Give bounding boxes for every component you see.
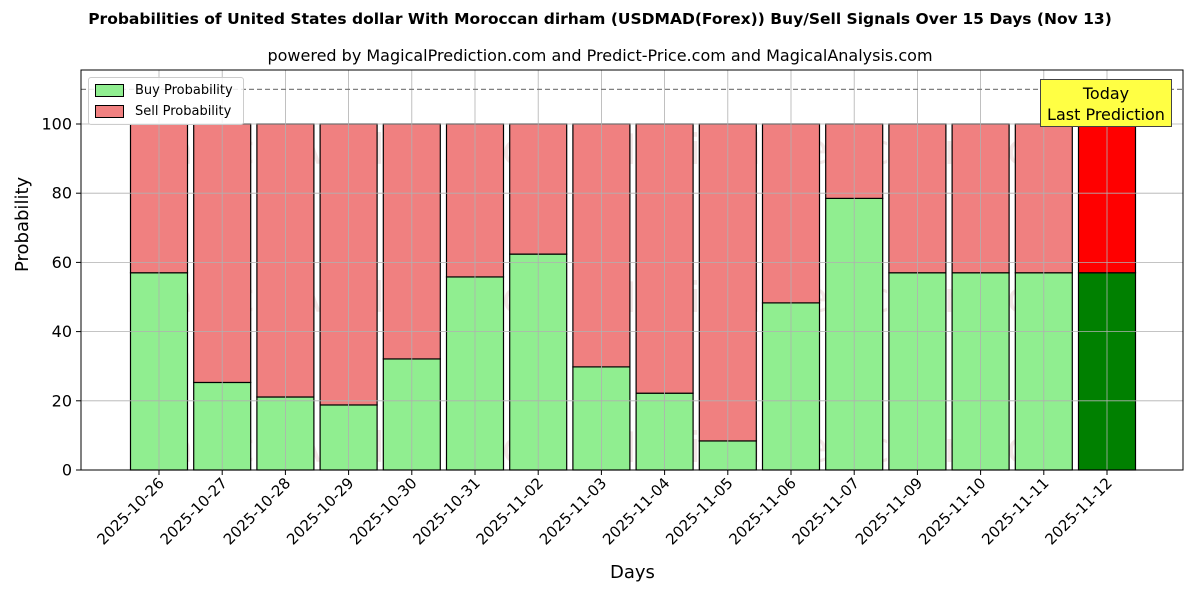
- y-axis-label: Probability: [12, 176, 33, 272]
- plot-frame: [80, 69, 1184, 471]
- legend-label-buy: Buy Probability: [135, 83, 233, 98]
- chart-subtitle: powered by MagicalPrediction.com and Pre…: [267, 46, 933, 65]
- legend-item-sell: Sell Probability: [95, 104, 231, 119]
- chart-title: Probabilities of United States dollar Wi…: [88, 10, 1112, 28]
- y-tick-label: 40: [52, 322, 72, 341]
- legend-label-sell: Sell Probability: [135, 104, 232, 119]
- x-tick-label: 2025-10-31: [409, 474, 483, 548]
- x-tick-label: 2025-11-03: [536, 474, 610, 548]
- x-axis-label: Days: [610, 562, 655, 583]
- x-tick-label: 2025-11-06: [725, 474, 799, 548]
- x-tick-label: 2025-10-30: [346, 474, 420, 548]
- x-tick-label: 2025-11-10: [915, 474, 989, 548]
- x-tick-label: 2025-11-09: [852, 474, 926, 548]
- y-tick-label: 60: [52, 253, 72, 272]
- last-prediction-label: Last Prediction: [1047, 105, 1165, 124]
- x-tick-label: 2025-10-29: [283, 474, 357, 548]
- x-tick-label: 2025-11-02: [473, 474, 547, 548]
- x-tick-label: 2025-10-27: [157, 474, 231, 548]
- y-tick-label: 80: [52, 184, 72, 203]
- y-tick-label: 20: [52, 391, 72, 410]
- legend-item-buy: Buy Probability: [95, 83, 233, 98]
- buy-swatch-icon: [95, 84, 124, 97]
- legend: Buy Probability Sell Probability: [88, 77, 244, 125]
- x-tick-label: 2025-10-28: [220, 474, 294, 548]
- x-tick-label: 2025-11-07: [789, 474, 863, 548]
- sell-swatch-icon: [95, 105, 124, 118]
- x-tick-label: 2025-11-05: [662, 474, 736, 548]
- x-tick-label: 2025-11-11: [978, 474, 1052, 548]
- x-tick-label: 2025-11-12: [1041, 474, 1115, 548]
- y-tick-label: 100: [41, 115, 72, 134]
- today-label: Today: [1082, 84, 1130, 103]
- x-tick-label: 2025-11-04: [599, 474, 673, 548]
- y-tick-label: 0: [62, 461, 72, 480]
- x-tick-label: 2025-10-26: [93, 474, 167, 548]
- today-annotation: Today Last Prediction: [1040, 79, 1172, 127]
